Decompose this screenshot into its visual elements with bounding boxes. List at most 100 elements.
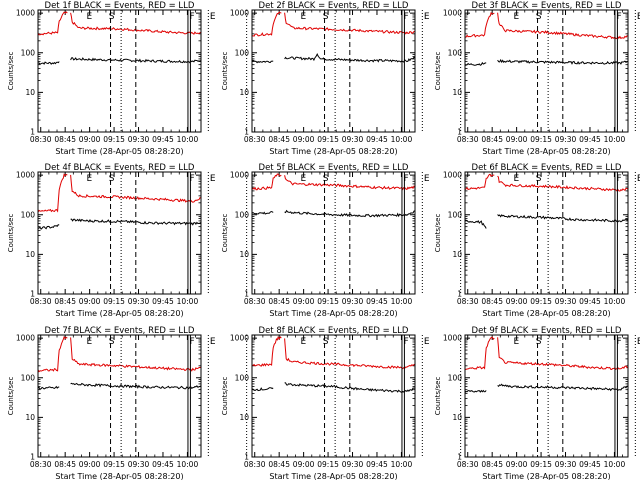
events-series-line bbox=[497, 214, 628, 223]
x-tick-label: 08:30 bbox=[457, 135, 479, 144]
x-tick-label: 10:00 bbox=[604, 297, 626, 306]
panel-title: Det 5f BLACK = Events, RED = LLD bbox=[259, 163, 409, 173]
plot-frame bbox=[251, 334, 416, 458]
plot-frame bbox=[37, 9, 202, 133]
lld-series-line bbox=[284, 338, 415, 370]
x-axis-label: Start Time (28-Apr-05 08:28:20) bbox=[55, 309, 183, 318]
lld-series-line bbox=[465, 11, 495, 38]
event-marker-label: S bbox=[109, 337, 115, 347]
y-tick-label: 100 bbox=[448, 48, 463, 57]
y-tick-label: 1 bbox=[457, 128, 462, 137]
x-tick-label: 09:30 bbox=[128, 297, 150, 306]
x-tick-label: 09:00 bbox=[293, 135, 315, 144]
x-axis-label: Start Time (28-Apr-05 08:28:20) bbox=[482, 309, 610, 318]
y-tick-label: 100 bbox=[235, 373, 250, 382]
y-tick-label: 1000 bbox=[16, 171, 35, 180]
x-axis-label: Start Time (28-Apr-05 08:28:20) bbox=[55, 472, 183, 480]
x-tick-label: 09:45 bbox=[152, 460, 174, 469]
y-axis-label: Counts/sec bbox=[434, 52, 442, 91]
event-marker-label: S bbox=[536, 337, 542, 347]
y-tick-label: 1 bbox=[457, 290, 462, 299]
events-series-line bbox=[252, 210, 274, 215]
y-tick-label: 100 bbox=[21, 48, 36, 57]
x-tick-label: 09:00 bbox=[293, 460, 315, 469]
y-tick-label: 100 bbox=[21, 373, 36, 382]
x-tick-label: 08:30 bbox=[457, 460, 479, 469]
panel-3: Det 3f BLACK = Events, RED = LLD Counts/s… bbox=[434, 1, 640, 156]
x-tick-label: 09:15 bbox=[530, 460, 552, 469]
x-tick-label: 09:45 bbox=[366, 135, 388, 144]
y-axis-label: Counts/sec bbox=[7, 214, 15, 253]
lld-series-line bbox=[38, 173, 68, 213]
x-axis-label: Start Time (28-Apr-05 08:28:20) bbox=[269, 309, 397, 318]
x-tick-label: 09:15 bbox=[317, 460, 339, 469]
event-marker-label: E bbox=[300, 12, 306, 22]
y-tick-label: 10 bbox=[239, 250, 249, 259]
panel-1: Det 1f BLACK = Events, RED = LLD Counts/s… bbox=[7, 1, 248, 156]
y-tick-label: 1000 bbox=[16, 9, 35, 18]
x-tick-label: 08:45 bbox=[54, 135, 76, 144]
y-tick-label: 1000 bbox=[443, 334, 462, 343]
x-tick-label: 09:15 bbox=[103, 460, 125, 469]
x-tick-label: 10:00 bbox=[604, 460, 626, 469]
x-tick-label: 09:45 bbox=[366, 297, 388, 306]
x-tick-label: 09:45 bbox=[152, 297, 174, 306]
event-marker-label: S bbox=[323, 174, 329, 184]
x-tick-label: 10:00 bbox=[391, 135, 413, 144]
panel-title: Det 6f BLACK = Events, RED = LLD bbox=[472, 163, 622, 173]
x-tick-label: 09:15 bbox=[530, 297, 552, 306]
y-tick-label: 10 bbox=[25, 250, 35, 259]
events-series-line bbox=[252, 59, 274, 64]
event-marker-label: E bbox=[86, 12, 92, 22]
lld-series-line bbox=[38, 335, 68, 373]
event-marker-label: E bbox=[300, 174, 306, 184]
y-tick-label: 10 bbox=[25, 88, 35, 97]
x-tick-label: 08:30 bbox=[244, 297, 266, 306]
y-axis-label: Counts/sec bbox=[221, 52, 229, 91]
y-tick-label: 10 bbox=[25, 413, 35, 422]
x-tick-label: 08:30 bbox=[30, 460, 52, 469]
y-axis-label: Counts/sec bbox=[434, 214, 442, 253]
x-tick-label: 09:45 bbox=[152, 135, 174, 144]
panel-title: Det 2f BLACK = Events, RED = LLD bbox=[259, 1, 409, 11]
events-series-line bbox=[465, 389, 487, 394]
y-tick-label: 100 bbox=[21, 210, 36, 219]
y-axis-label: Counts/sec bbox=[221, 377, 229, 416]
plot-frame bbox=[251, 9, 416, 133]
event-marker-label: F bbox=[189, 174, 194, 184]
panel-6: Det 6f BLACK = Events, RED = LLD Counts/s… bbox=[434, 163, 640, 318]
x-tick-label: 09:45 bbox=[579, 460, 601, 469]
x-tick-label: 09:00 bbox=[79, 135, 101, 144]
lld-series-line bbox=[465, 336, 495, 370]
lld-series-line bbox=[38, 11, 68, 36]
x-axis-label: Start Time (28-Apr-05 08:28:20) bbox=[482, 147, 610, 156]
lld-series-line bbox=[497, 337, 628, 371]
x-tick-label: 09:15 bbox=[103, 135, 125, 144]
x-tick-label: 09:30 bbox=[128, 460, 150, 469]
x-axis-label: Start Time (28-Apr-05 08:28:20) bbox=[55, 147, 183, 156]
y-tick-label: 10 bbox=[239, 88, 249, 97]
x-tick-label: 08:45 bbox=[481, 135, 503, 144]
y-tick-label: 1000 bbox=[16, 334, 35, 343]
x-tick-label: 08:30 bbox=[30, 297, 52, 306]
plot-frame bbox=[464, 334, 629, 458]
x-tick-label: 09:45 bbox=[366, 460, 388, 469]
x-tick-label: 09:15 bbox=[103, 297, 125, 306]
lld-series-line bbox=[252, 173, 282, 191]
y-axis-label: Counts/sec bbox=[221, 214, 229, 253]
event-marker-label: E bbox=[424, 174, 430, 184]
y-tick-label: 1 bbox=[30, 128, 35, 137]
event-marker-label: E bbox=[424, 337, 430, 347]
event-marker-label: S bbox=[109, 174, 115, 184]
y-axis-label: Counts/sec bbox=[434, 377, 442, 416]
event-marker-label: S bbox=[323, 337, 329, 347]
event-marker-label: E bbox=[513, 174, 519, 184]
y-tick-label: 1 bbox=[30, 290, 35, 299]
panel-title: Det 8f BLACK = Events, RED = LLD bbox=[259, 326, 409, 336]
event-marker-label: E bbox=[86, 337, 92, 347]
x-tick-label: 09:30 bbox=[342, 460, 364, 469]
x-tick-label: 09:45 bbox=[579, 135, 601, 144]
y-tick-label: 10 bbox=[452, 413, 462, 422]
x-tick-label: 08:30 bbox=[244, 135, 266, 144]
event-marker-label: F bbox=[616, 337, 621, 347]
